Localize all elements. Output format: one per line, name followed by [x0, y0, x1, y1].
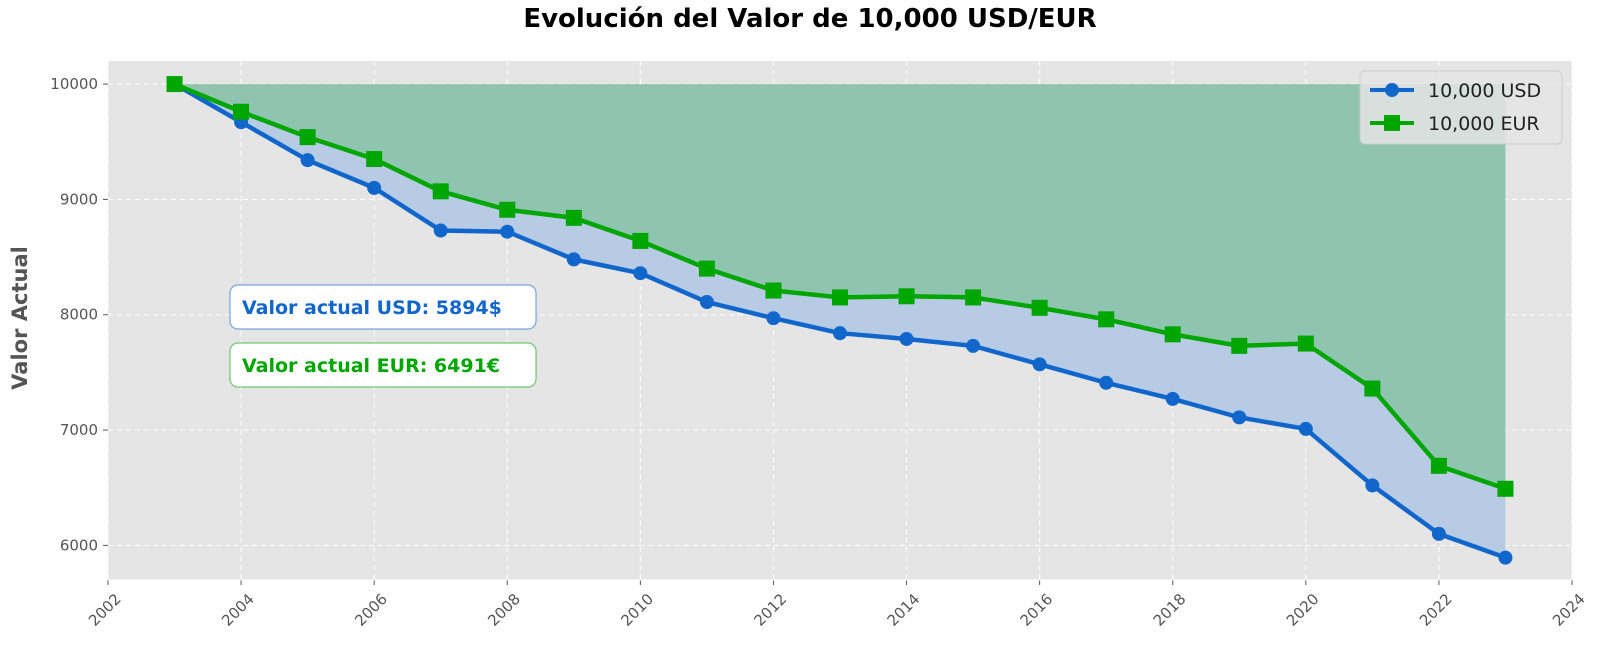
point-usd [1165, 391, 1180, 406]
x-tick-label: 2010 [617, 590, 657, 630]
legend-usd-marker [1385, 83, 1399, 97]
point-eur [1231, 337, 1248, 354]
annotation-eur-box [229, 342, 537, 388]
point-usd [1099, 375, 1114, 390]
x-tick-label: 2018 [1150, 590, 1190, 630]
point-eur [765, 282, 782, 299]
point-usd [833, 326, 847, 341]
x-tick-label: 2006 [351, 590, 391, 630]
point-usd [966, 338, 981, 353]
point-eur [1098, 311, 1115, 328]
x-tick-label: 2004 [218, 590, 258, 630]
point-usd [1298, 421, 1313, 436]
point-usd [500, 224, 515, 239]
annotation-usd: Valor actual USD: 5894$ [242, 297, 502, 319]
x-tick-label: 2022 [1416, 590, 1456, 630]
point-eur [1430, 457, 1447, 474]
point-eur [698, 260, 715, 277]
x-tick-label: 2016 [1017, 590, 1057, 630]
point-eur [366, 151, 383, 168]
point-usd [899, 331, 914, 346]
y-tick-label: 7000 [60, 421, 98, 439]
fill-usd-to-eur [174, 84, 1506, 558]
point-eur [1297, 335, 1314, 352]
x-tick-label: 2002 [85, 590, 125, 630]
point-eur [632, 232, 649, 249]
point-eur [166, 76, 183, 93]
point-eur [965, 289, 982, 306]
point-usd [566, 252, 581, 267]
point-usd [433, 223, 448, 238]
point-usd [367, 180, 382, 195]
point-eur [832, 289, 848, 306]
point-eur [898, 288, 915, 305]
point-usd [1032, 357, 1047, 372]
point-usd [766, 311, 781, 326]
point-usd [633, 266, 648, 281]
legend-usd-label: 10,000 USD [1428, 80, 1541, 102]
series-lines [166, 76, 1514, 565]
point-eur [432, 183, 449, 200]
fill-areas [174, 84, 1506, 558]
point-eur [565, 209, 582, 226]
point-eur [499, 201, 516, 218]
point-eur [1031, 299, 1048, 316]
point-eur [1497, 480, 1514, 497]
y-tick-label: 10000 [50, 75, 98, 93]
x-tick-label: 2024 [1549, 590, 1589, 630]
point-usd [1232, 410, 1247, 425]
point-usd [1431, 526, 1446, 541]
fill-eur-to-baseline [174, 84, 1506, 489]
y-tick-label: 6000 [60, 536, 98, 554]
point-eur [299, 129, 316, 146]
legend-eur-marker [1384, 115, 1400, 131]
x-tick-label: 2008 [484, 590, 524, 630]
point-usd [1365, 478, 1380, 493]
x-tick-label: 2012 [750, 590, 790, 630]
point-usd [1498, 550, 1513, 565]
annotation-usd-box [229, 284, 537, 330]
legend-eur-label: 10,000 EUR [1428, 113, 1540, 135]
y-axis-label: Valor Actual [8, 246, 32, 390]
chart-title: Evolución del Valor de 10,000 USD/EUR [523, 4, 1096, 34]
point-eur [233, 103, 250, 120]
y-tick-label: 9000 [60, 190, 98, 208]
point-usd [699, 295, 714, 310]
legend: 10,000 USD 10,000 EUR [1359, 70, 1563, 145]
x-tick-label: 2020 [1283, 590, 1323, 630]
annotations: Valor actual USD: 5894$ Valor actual EUR… [229, 284, 537, 388]
point-eur [1364, 380, 1381, 397]
point-eur [1164, 326, 1181, 343]
annotation-eur: Valor actual EUR: 6491€ [242, 355, 500, 377]
y-tick-label: 8000 [60, 306, 98, 324]
x-tick-label: 2014 [884, 590, 924, 630]
point-usd [300, 153, 315, 168]
